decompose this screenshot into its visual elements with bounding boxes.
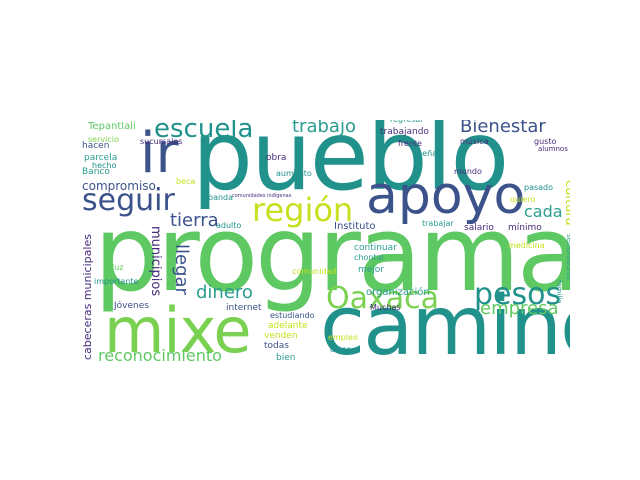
word-aumento: aumento (276, 169, 312, 178)
word-muchas: Muchas (370, 303, 401, 312)
word-llegar: llegar (171, 244, 192, 295)
word-adelante: adelante (268, 321, 308, 331)
word-organizacion: organización (366, 287, 430, 298)
word-dinero: dinero (196, 282, 253, 303)
word-sucursales: sucursales (140, 137, 183, 146)
word-hectareas: hectáreas (488, 120, 528, 122)
word-ir: ir (140, 121, 179, 186)
word-programa: programa (94, 193, 570, 315)
word-servicio: servicio (88, 135, 119, 144)
word-todas: todas (264, 341, 289, 351)
word-trabajando: trabajando (380, 127, 429, 137)
word-seguir: seguir (82, 183, 175, 218)
word-mejor: mejor (358, 265, 385, 275)
word-senal: señal (418, 149, 440, 158)
word-beca: beca (176, 177, 196, 186)
word-familia: familia (555, 280, 563, 304)
word-region: región (252, 191, 354, 229)
word-regresar: regresar (390, 120, 424, 124)
word-apoyo: apoyo (366, 166, 526, 226)
word-venden: venden (264, 331, 298, 341)
word-empresa: empresa (480, 298, 559, 319)
word-parcela: parcela (84, 153, 118, 163)
word-municipios: municipios (148, 226, 163, 297)
word-medicina: medicina (508, 241, 545, 250)
word-importante: importante (94, 277, 139, 286)
word-trabajar: trabajar (422, 219, 454, 228)
word-trabajo: trabajo (292, 120, 356, 137)
word-empleo: empleo (328, 333, 358, 342)
word-mundo: mundo (454, 167, 482, 176)
word-tepantlali: Tepantlali (88, 121, 136, 132)
word-cada: cada (524, 202, 563, 221)
word-cinco: cinco (330, 345, 351, 354)
word-comunidad: comunidad (292, 267, 337, 276)
word-frente: frente (398, 139, 422, 148)
word-alumnos: alumnos (538, 145, 568, 153)
word-obra: obra (266, 153, 287, 163)
word-adulto: adulto (216, 221, 242, 230)
word-sembradores: sembradores (565, 234, 570, 280)
word-jovenes: Jóvenes (114, 301, 149, 311)
word-continuar: continuar (354, 243, 397, 253)
word-musica: música (460, 137, 489, 146)
word-bienestar: Bienestar (460, 120, 546, 137)
word-pesos: pesos (474, 277, 562, 312)
word-minimo: mínimo (508, 223, 542, 233)
word-luz: luz (112, 263, 124, 272)
word-pasado: pasado (524, 183, 554, 192)
word-bien: bien (276, 353, 296, 363)
word-salario: salario (464, 223, 494, 233)
word-comunidades-indigenas: comunidades indígenas (232, 193, 292, 199)
word-escuela: escuela (154, 120, 254, 144)
word-quiero: quiero (510, 195, 536, 204)
word-mixe: mixe (104, 294, 252, 367)
word-estudiando: estudiando (270, 311, 315, 320)
word-hecho: hecho (92, 161, 117, 170)
word-compromiso: compromiso (82, 179, 156, 193)
word-pueblo: pueblo (192, 120, 509, 212)
word-gusto: gusto (534, 137, 557, 146)
word-cloud: programa pueblo camino mixe apoyo ir Oax… (80, 120, 570, 370)
word-chontal: chontal (354, 253, 384, 262)
word-hacen: hacen (82, 141, 110, 151)
word-oaxaca: Oaxaca (326, 281, 440, 316)
word-internet: internet (226, 303, 262, 313)
word-reconocimiento: reconocimiento (98, 346, 222, 365)
word-cultura: cultura (562, 180, 570, 226)
word-banco: Banco (82, 167, 110, 177)
word-cabeceras-municipales: cabeceras municipales (81, 234, 94, 360)
word-tierra: tierra (170, 210, 219, 231)
word-banda: banda (208, 193, 234, 202)
word-camino: camino (320, 279, 570, 370)
word-instituto: Instituto (334, 221, 376, 232)
